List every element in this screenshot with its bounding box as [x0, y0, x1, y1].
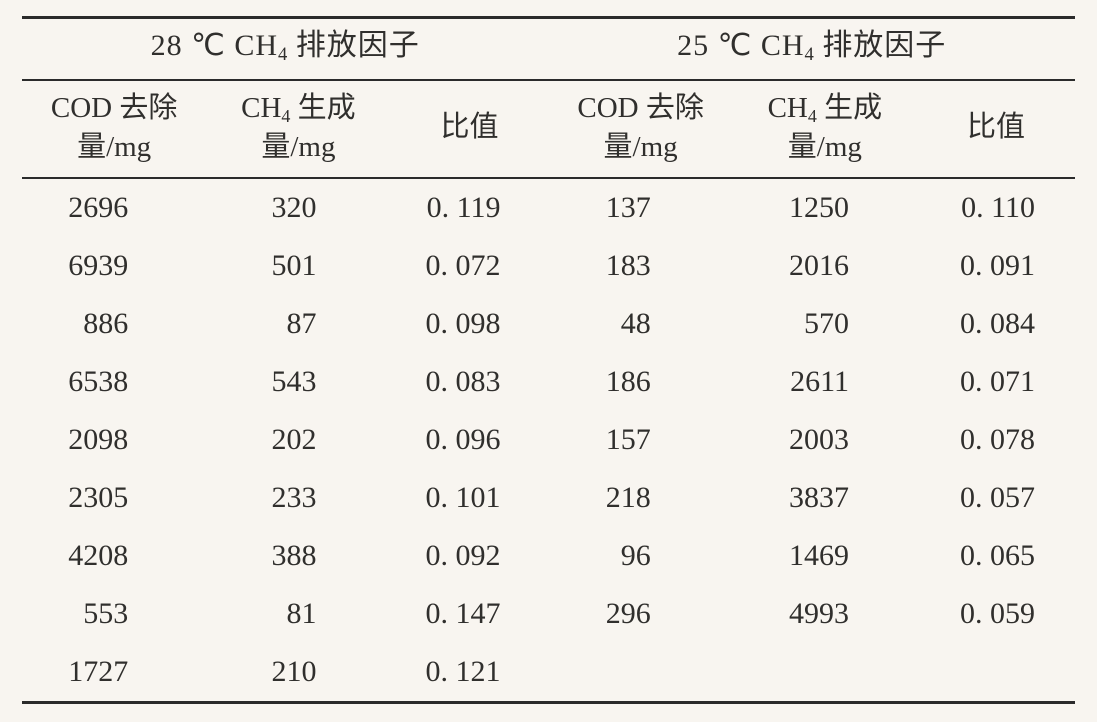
cell-g2-cod: 218	[548, 469, 732, 527]
table-row: 1727 210 0. 121	[22, 643, 1075, 703]
group-header-25c: 25 ℃ CH4 排放因子	[548, 18, 1075, 80]
table-row: 6538 543 0. 083 186 2611 0. 071	[22, 353, 1075, 411]
cell-g1-ratio: 0. 119	[391, 178, 549, 237]
cell-g1-ratio: 0. 121	[391, 643, 549, 703]
table-row: 2098 202 0. 096 157 2003 0. 078	[22, 411, 1075, 469]
cell-g2-ratio	[917, 643, 1075, 703]
emission-factor-table: 28 ℃ CH4 排放因子 25 ℃ CH4 排放因子 COD 去除 量/mg …	[22, 16, 1075, 704]
emission-factor-table-page: 28 ℃ CH4 排放因子 25 ℃ CH4 排放因子 COD 去除 量/mg …	[0, 0, 1097, 722]
table-row: 886 87 0. 098 48 570 0. 084	[22, 295, 1075, 353]
table-head: 28 ℃ CH4 排放因子 25 ℃ CH4 排放因子 COD 去除 量/mg …	[22, 18, 1075, 179]
col-header-g1-ratio-l1: 比值	[440, 111, 498, 143]
group-header-28c: 28 ℃ CH4 排放因子	[22, 18, 548, 80]
table-row: 4208 388 0. 092 96 1469 0. 065	[22, 527, 1075, 585]
col-header-g2-ch4-l1-sub: 4	[808, 106, 817, 126]
col-header-g1-cod-l1: COD 去除	[51, 92, 177, 124]
cell-g2-ratio: 0. 078	[917, 411, 1075, 469]
cell-g2-cod: 48	[548, 295, 732, 353]
col-header-g1-cod-l2: 量/mg	[77, 131, 151, 163]
cell-g2-ch4	[733, 643, 917, 703]
cell-g2-ratio: 0. 091	[917, 237, 1075, 295]
col-header-g2-ratio: 比值	[917, 80, 1075, 178]
cell-g1-ratio: 0. 072	[391, 237, 549, 295]
cell-g1-ratio: 0. 147	[391, 585, 549, 643]
table-row: 2305 233 0. 101 218 3837 0. 057	[22, 469, 1075, 527]
cell-g2-cod: 137	[548, 178, 732, 237]
table-row: 553 81 0. 147 296 4993 0. 059	[22, 585, 1075, 643]
cell-g2-ch4: 3837	[733, 469, 917, 527]
cell-g2-cod: 96	[548, 527, 732, 585]
group-header-25c-post: 排放因子	[814, 29, 947, 62]
col-header-g1-ch4-l1-pre: CH	[241, 92, 281, 124]
cell-g2-ch4: 570	[733, 295, 917, 353]
cell-g1-ch4: 233	[206, 469, 390, 527]
cell-g1-ch4: 543	[206, 353, 390, 411]
cell-g1-ratio: 0. 092	[391, 527, 549, 585]
cell-g2-ratio: 0. 110	[917, 178, 1075, 237]
col-header-g2-ch4-l1-post: 生成	[817, 92, 882, 124]
cell-g2-ratio: 0. 065	[917, 527, 1075, 585]
table-row: 2696 320 0. 119 137 1250 0. 110	[22, 178, 1075, 237]
cell-g1-ratio: 0. 101	[391, 469, 549, 527]
col-header-g2-ch4-l1-pre: CH	[768, 92, 808, 124]
cell-g1-ch4: 202	[206, 411, 390, 469]
cell-g2-ch4: 4993	[733, 585, 917, 643]
col-header-g1-ch4-l2: 量/mg	[261, 131, 335, 163]
group-header-25c-sub: 4	[805, 44, 814, 65]
col-header-g1-cod: COD 去除 量/mg	[22, 80, 206, 178]
col-header-g2-cod: COD 去除 量/mg	[548, 80, 732, 178]
group-header-25c-pre: 25 ℃ CH	[677, 29, 804, 62]
cell-g2-ch4: 1250	[733, 178, 917, 237]
table-row: 6939 501 0. 072 183 2016 0. 091	[22, 237, 1075, 295]
cell-g1-ratio: 0. 098	[391, 295, 549, 353]
group-header-28c-post: 排放因子	[287, 29, 420, 62]
cell-g1-ch4: 210	[206, 643, 390, 703]
cell-g1-cod: 6538	[22, 353, 206, 411]
col-header-g2-ch4: CH4 生成 量/mg	[733, 80, 917, 178]
cell-g1-cod: 6939	[22, 237, 206, 295]
cell-g1-cod: 4208	[22, 527, 206, 585]
col-header-g2-cod-l1: COD 去除	[577, 92, 703, 124]
col-header-g1-ch4: CH4 生成 量/mg	[206, 80, 390, 178]
col-header-g1-ratio: 比值	[391, 80, 549, 178]
cell-g1-ratio: 0. 096	[391, 411, 549, 469]
group-header-28c-pre: 28 ℃ CH	[151, 29, 278, 62]
column-header-row: COD 去除 量/mg CH4 生成 量/mg 比值 COD 去除 量/mg C…	[22, 80, 1075, 178]
cell-g1-ch4: 501	[206, 237, 390, 295]
cell-g2-ratio: 0. 084	[917, 295, 1075, 353]
cell-g2-ratio: 0. 071	[917, 353, 1075, 411]
col-header-g2-ch4-l2: 量/mg	[788, 131, 862, 163]
cell-g2-cod	[548, 643, 732, 703]
cell-g1-cod: 2098	[22, 411, 206, 469]
table-body: 2696 320 0. 119 137 1250 0. 110 6939 501…	[22, 178, 1075, 703]
cell-g1-cod: 2305	[22, 469, 206, 527]
cell-g2-ch4: 2016	[733, 237, 917, 295]
col-header-g2-ratio-l1: 比值	[967, 111, 1025, 143]
cell-g1-cod: 886	[22, 295, 206, 353]
cell-g2-cod: 186	[548, 353, 732, 411]
cell-g1-ch4: 320	[206, 178, 390, 237]
col-header-g1-ch4-l1-post: 生成	[290, 92, 355, 124]
cell-g2-ratio: 0. 057	[917, 469, 1075, 527]
cell-g2-cod: 183	[548, 237, 732, 295]
group-header-row: 28 ℃ CH4 排放因子 25 ℃ CH4 排放因子	[22, 18, 1075, 80]
cell-g2-cod: 157	[548, 411, 732, 469]
cell-g2-ch4: 2611	[733, 353, 917, 411]
cell-g1-cod: 1727	[22, 643, 206, 703]
cell-g1-cod: 553	[22, 585, 206, 643]
cell-g1-ch4: 81	[206, 585, 390, 643]
cell-g2-cod: 296	[548, 585, 732, 643]
cell-g2-ratio: 0. 059	[917, 585, 1075, 643]
cell-g1-cod: 2696	[22, 178, 206, 237]
cell-g2-ch4: 2003	[733, 411, 917, 469]
col-header-g2-cod-l2: 量/mg	[604, 131, 678, 163]
cell-g1-ch4: 87	[206, 295, 390, 353]
group-header-28c-sub: 4	[278, 44, 287, 65]
cell-g1-ratio: 0. 083	[391, 353, 549, 411]
cell-g1-ch4: 388	[206, 527, 390, 585]
cell-g2-ch4: 1469	[733, 527, 917, 585]
